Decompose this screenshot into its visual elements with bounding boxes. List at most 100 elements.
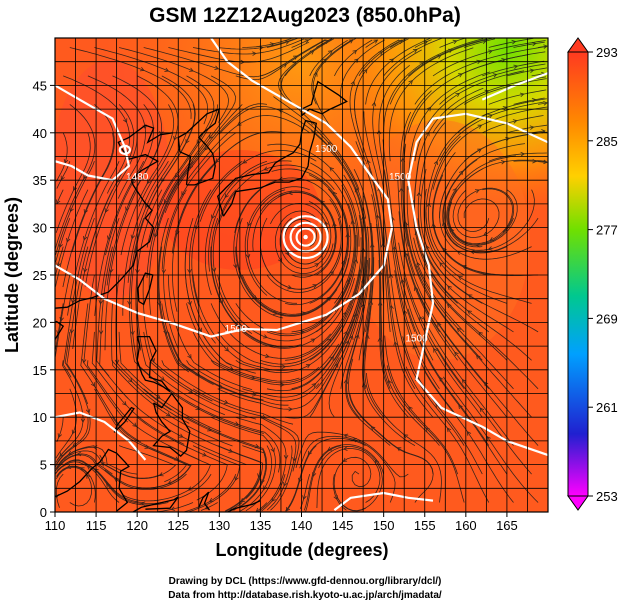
x-tick-label: 145 bbox=[332, 518, 354, 533]
streamline-arrow bbox=[461, 378, 467, 384]
streamline-arrow bbox=[426, 202, 432, 208]
height-contours bbox=[55, 38, 548, 511]
contour-label: 1500 bbox=[315, 144, 338, 155]
streamline-arrow bbox=[140, 501, 146, 506]
streamline bbox=[252, 192, 336, 252]
contour-small-low bbox=[118, 144, 131, 155]
streamline-arrow bbox=[106, 482, 111, 488]
coastline bbox=[55, 124, 173, 309]
streamline-arrow bbox=[343, 379, 349, 384]
streamline bbox=[55, 161, 95, 256]
y-tick-label: 40 bbox=[33, 126, 47, 141]
streamline bbox=[66, 246, 89, 405]
streamline bbox=[408, 38, 488, 77]
streamline-arrow bbox=[122, 401, 127, 406]
streamline bbox=[388, 47, 474, 162]
streamline bbox=[210, 343, 340, 386]
streamline bbox=[56, 417, 89, 465]
streamline bbox=[463, 78, 547, 105]
colorbar-ticks: 253 261 269 277 285 293 bbox=[588, 45, 618, 504]
streamline bbox=[255, 502, 268, 512]
streamline-arrow bbox=[245, 253, 251, 259]
streamline-arrow bbox=[128, 377, 133, 383]
streamline bbox=[267, 143, 360, 247]
streamline bbox=[55, 331, 91, 468]
streamline bbox=[266, 38, 298, 48]
streamline bbox=[55, 459, 144, 503]
streamline-arrow bbox=[130, 330, 135, 336]
streamline-arrow bbox=[370, 242, 375, 248]
streamline bbox=[186, 416, 268, 509]
streamline bbox=[183, 473, 237, 512]
streamline-arrow bbox=[329, 166, 335, 172]
streamline bbox=[439, 63, 546, 105]
streamline-arrow bbox=[223, 399, 229, 404]
streamline-arrow bbox=[189, 67, 194, 72]
streamline bbox=[506, 67, 548, 77]
streamline bbox=[340, 39, 385, 105]
streamline bbox=[310, 130, 368, 276]
streamline bbox=[157, 502, 194, 512]
streamline-arrow bbox=[305, 364, 311, 369]
streamline-arrow bbox=[416, 261, 421, 267]
x-tick-label: 115 bbox=[86, 518, 107, 533]
streamline bbox=[447, 189, 518, 246]
streamline bbox=[56, 450, 162, 479]
streamline-arrow bbox=[329, 355, 334, 361]
streamline bbox=[366, 372, 442, 503]
streamline-arrow bbox=[419, 315, 424, 321]
streamline bbox=[413, 237, 508, 361]
streamline bbox=[412, 200, 490, 333]
streamline-arrow bbox=[178, 433, 184, 438]
x-axis-label: Longitude (degrees) bbox=[215, 540, 388, 560]
streamline bbox=[168, 388, 281, 473]
streamline-arrow bbox=[263, 166, 269, 171]
streamline-arrow bbox=[416, 191, 422, 197]
streamline bbox=[402, 336, 483, 475]
streamline-arrow bbox=[60, 175, 65, 181]
streamline bbox=[266, 445, 293, 511]
streamline-arrow bbox=[477, 124, 483, 129]
streamline bbox=[224, 473, 261, 512]
streamline bbox=[191, 160, 243, 307]
streamline bbox=[186, 360, 320, 402]
streamline bbox=[389, 38, 407, 48]
streamline bbox=[67, 161, 120, 316]
streamline bbox=[161, 360, 294, 425]
streamline-arrow bbox=[58, 243, 63, 248]
streamline bbox=[417, 122, 446, 276]
streamline-arrow bbox=[520, 151, 526, 157]
x-tick-label: 165 bbox=[496, 518, 518, 533]
streamline-arrow bbox=[458, 404, 463, 410]
streamline-arrow bbox=[98, 299, 104, 305]
contour-line bbox=[55, 38, 393, 338]
streamline bbox=[406, 253, 490, 390]
streamline bbox=[385, 264, 434, 418]
streamline bbox=[234, 177, 342, 233]
streamline bbox=[260, 39, 326, 77]
streamline-arrow bbox=[174, 173, 180, 178]
contour-label: 1500 bbox=[405, 333, 428, 344]
streamline-arrow bbox=[293, 55, 298, 60]
streamline-arrow bbox=[400, 278, 405, 284]
streamline-arrow bbox=[57, 433, 62, 439]
streamline bbox=[311, 39, 354, 105]
streamline-arrow bbox=[187, 269, 192, 274]
streamline bbox=[422, 316, 514, 446]
streamline-arrow bbox=[398, 40, 404, 45]
streamline bbox=[69, 47, 192, 119]
streamline-arrow bbox=[234, 421, 240, 426]
streamline bbox=[217, 274, 331, 342]
typhoon-center bbox=[303, 234, 308, 240]
streamline bbox=[136, 303, 226, 416]
streamline-arrow bbox=[311, 383, 317, 388]
streamline bbox=[513, 160, 546, 163]
y-tick-label: 30 bbox=[33, 221, 47, 236]
x-tick-label: 160 bbox=[455, 518, 477, 533]
streamline-arrow bbox=[214, 65, 220, 70]
streamline bbox=[419, 341, 508, 475]
streamline-arrow bbox=[187, 301, 192, 306]
streamline bbox=[148, 160, 194, 315]
streamline bbox=[219, 105, 342, 162]
streamline-arrow bbox=[127, 300, 132, 306]
